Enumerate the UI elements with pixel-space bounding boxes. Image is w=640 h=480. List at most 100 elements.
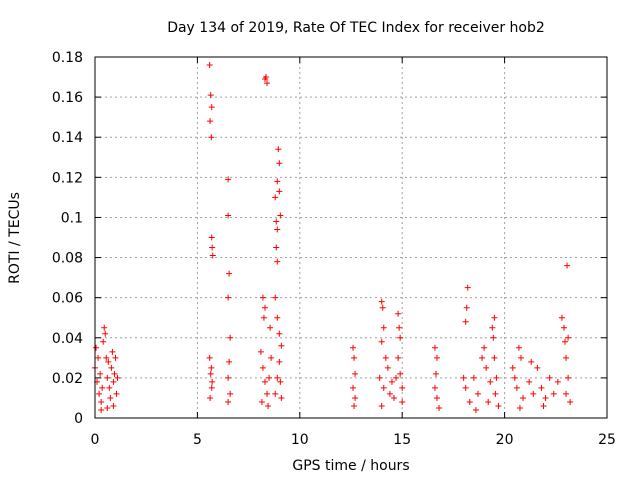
y-axis-label: ROTI / TECUs [7, 192, 23, 284]
data-point [509, 364, 516, 371]
data-point [258, 398, 265, 405]
grid-lines [95, 57, 607, 418]
data-point [560, 324, 567, 331]
data-point [491, 354, 498, 361]
data-point [226, 358, 233, 365]
data-point [209, 244, 216, 251]
data-point [558, 314, 565, 321]
data-point [260, 314, 267, 321]
data-point [396, 324, 403, 331]
data-point [99, 384, 106, 391]
data-point [104, 404, 111, 411]
data-point [380, 384, 387, 391]
data-point [434, 394, 441, 401]
data-point [276, 330, 283, 337]
data-point [350, 344, 357, 351]
data-point [268, 354, 275, 361]
data-point [485, 398, 492, 405]
y-tick-label: 0.02 [52, 371, 83, 387]
data-point [97, 370, 104, 377]
data-point [516, 404, 523, 411]
data-point [276, 188, 283, 195]
data-point [489, 324, 496, 331]
data-point [266, 374, 273, 381]
data-point [265, 402, 272, 409]
data-point [386, 390, 393, 397]
data-point [565, 334, 572, 341]
data-point [209, 252, 216, 259]
data-point [98, 406, 105, 413]
y-tick-label: 0.1 [61, 210, 83, 226]
data-point [554, 378, 561, 385]
data-point [462, 318, 469, 325]
data-point [263, 74, 270, 81]
y-tick-labels: 0 0.02 0.04 0.06 0.08 0.1 0.12 0.14 0.16 0.18 [52, 50, 83, 427]
data-point [565, 374, 572, 381]
data-point [563, 354, 570, 361]
data-point [481, 344, 488, 351]
data-point [546, 374, 553, 381]
data-point [526, 378, 533, 385]
data-point [274, 374, 281, 381]
data-point [111, 370, 118, 377]
data-point [107, 394, 114, 401]
data-point [378, 338, 385, 345]
data-point [95, 354, 102, 361]
data-point [104, 374, 111, 381]
data-point [277, 378, 284, 385]
data-point [513, 384, 520, 391]
data-point [534, 364, 541, 371]
x-axis-label: GPS time / hours [292, 458, 409, 474]
data-point [399, 398, 406, 405]
data-point [528, 358, 535, 365]
data-point [462, 384, 469, 391]
data-point [351, 402, 358, 409]
data-point [460, 374, 467, 381]
data-point [483, 364, 490, 371]
data-point [225, 398, 232, 405]
data-point [495, 402, 502, 409]
data-point [382, 354, 389, 361]
data-point [351, 354, 358, 361]
data-points [92, 62, 574, 413]
data-point [110, 378, 117, 385]
data-point [487, 378, 494, 385]
y-tick-label: 0.16 [52, 90, 83, 106]
data-point [259, 294, 266, 301]
data-point [278, 342, 285, 349]
data-point [207, 370, 214, 377]
data-point [275, 146, 282, 153]
data-point [264, 390, 271, 397]
data-point [274, 226, 281, 233]
data-point [395, 310, 402, 317]
data-point [206, 62, 213, 69]
data-point [530, 390, 537, 397]
data-point [208, 234, 215, 241]
x-tick-label: 20 [496, 432, 514, 448]
data-point [208, 364, 215, 371]
data-point [391, 394, 398, 401]
data-point [105, 358, 112, 365]
y-tick-label: 0.18 [52, 50, 83, 66]
data-point [264, 80, 271, 87]
data-point [397, 334, 404, 341]
data-point [259, 364, 266, 371]
data-point [110, 402, 117, 409]
x-tick-labels: 0 5 10 15 20 25 [91, 432, 616, 448]
x-tick-label: 25 [598, 432, 616, 448]
data-point [491, 314, 498, 321]
data-point [272, 294, 279, 301]
data-point [463, 304, 470, 311]
data-point [538, 384, 545, 391]
data-point [493, 374, 500, 381]
data-point [272, 390, 279, 397]
data-point [109, 348, 116, 355]
data-point [207, 118, 214, 125]
data-point [278, 394, 285, 401]
data-point [395, 354, 402, 361]
data-point [550, 390, 557, 397]
data-point [207, 394, 214, 401]
data-point [378, 402, 385, 409]
data-point [567, 398, 574, 405]
